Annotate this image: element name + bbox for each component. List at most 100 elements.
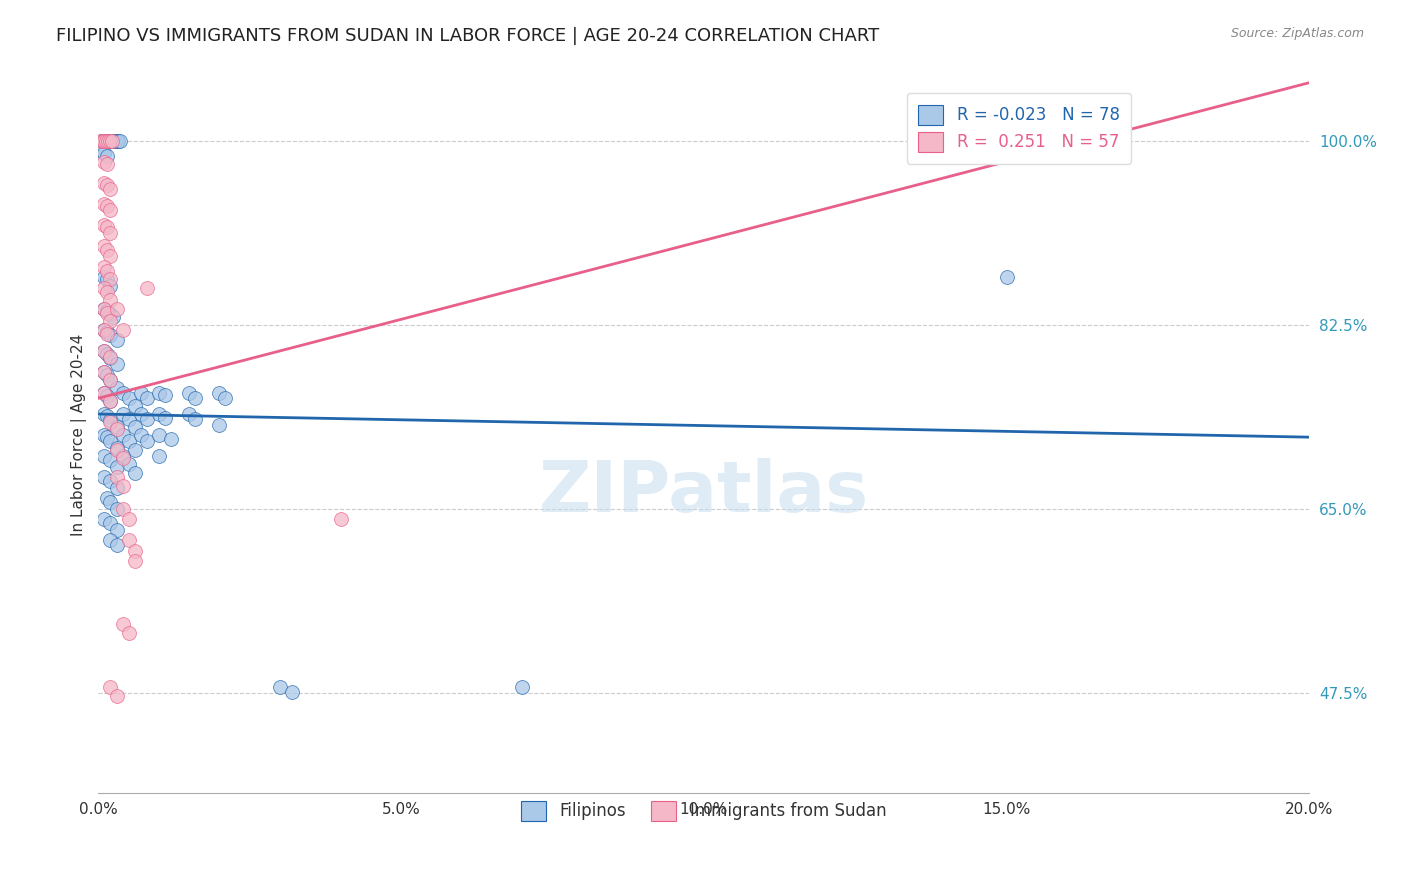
Point — [96, 409, 118, 423]
Point — [179, 386, 201, 401]
Point — [107, 134, 129, 148]
Point — [124, 399, 146, 413]
Point — [111, 428, 134, 442]
Point — [208, 386, 231, 401]
Point — [100, 293, 122, 308]
Point — [96, 389, 118, 403]
Point — [93, 323, 115, 337]
Point — [111, 617, 134, 632]
Point — [100, 434, 122, 449]
Point — [93, 343, 115, 358]
Point — [148, 449, 170, 463]
Point — [93, 270, 115, 285]
Point — [105, 459, 128, 474]
Point — [91, 134, 114, 148]
Point — [96, 327, 118, 342]
Point — [100, 373, 122, 387]
Point — [97, 134, 120, 148]
Point — [117, 533, 139, 548]
Point — [100, 182, 122, 196]
Point — [100, 495, 122, 509]
Point — [100, 202, 122, 217]
Point — [90, 134, 112, 148]
Point — [93, 449, 115, 463]
Point — [93, 407, 115, 421]
Point — [124, 442, 146, 457]
Point — [208, 417, 231, 432]
Point — [124, 543, 146, 558]
Point — [105, 334, 128, 348]
Point — [135, 281, 157, 295]
Point — [105, 134, 128, 148]
Point — [111, 449, 134, 463]
Point — [214, 391, 236, 405]
Point — [105, 501, 128, 516]
Point — [135, 434, 157, 449]
Point — [117, 625, 139, 640]
Point — [100, 328, 122, 343]
Point — [93, 154, 115, 169]
Point — [93, 365, 115, 379]
Point — [153, 411, 176, 425]
Point — [96, 199, 118, 213]
Point — [105, 470, 128, 484]
Point — [184, 412, 207, 426]
Point — [135, 391, 157, 405]
Point — [93, 323, 115, 337]
Point — [93, 386, 115, 401]
Point — [93, 134, 115, 148]
Point — [117, 512, 139, 526]
Point — [100, 373, 122, 387]
Point — [103, 310, 125, 325]
Point — [100, 134, 122, 148]
Point — [96, 149, 118, 163]
Point — [184, 391, 207, 405]
Point — [111, 501, 134, 516]
Point — [129, 428, 152, 442]
Point — [93, 146, 115, 161]
Point — [100, 533, 122, 548]
Point — [100, 134, 122, 148]
Point — [100, 413, 122, 427]
Point — [97, 134, 120, 148]
Point — [93, 176, 115, 190]
Point — [96, 285, 118, 299]
Point — [100, 475, 122, 489]
Point — [111, 478, 134, 492]
Point — [93, 301, 115, 316]
Point — [91, 134, 114, 148]
Point — [148, 428, 170, 442]
Point — [96, 178, 118, 192]
Point — [100, 516, 122, 531]
Text: Source: ZipAtlas.com: Source: ZipAtlas.com — [1230, 27, 1364, 40]
Point — [93, 281, 115, 295]
Point — [93, 196, 115, 211]
Point — [93, 301, 115, 316]
Text: FILIPINO VS IMMIGRANTS FROM SUDAN IN LABOR FORCE | AGE 20-24 CORRELATION CHART: FILIPINO VS IMMIGRANTS FROM SUDAN IN LAB… — [56, 27, 880, 45]
Point — [105, 357, 128, 371]
Point — [100, 307, 122, 321]
Point — [93, 343, 115, 358]
Y-axis label: In Labor Force | Age 20-24: In Labor Force | Age 20-24 — [72, 334, 87, 536]
Point — [100, 681, 122, 695]
Point — [93, 365, 115, 379]
Point — [105, 539, 128, 553]
Point — [100, 226, 122, 240]
Point — [96, 325, 118, 339]
Point — [148, 386, 170, 401]
Point — [100, 453, 122, 467]
Point — [93, 512, 115, 526]
Point — [105, 442, 128, 457]
Text: ZIPatlas: ZIPatlas — [538, 458, 869, 527]
Point — [93, 470, 115, 484]
Point — [96, 272, 118, 286]
Point — [111, 323, 134, 337]
Point — [117, 434, 139, 449]
Point — [105, 523, 128, 537]
Point — [93, 218, 115, 232]
Point — [105, 419, 128, 434]
Point — [124, 419, 146, 434]
Point — [510, 681, 533, 695]
Point — [995, 270, 1018, 285]
Point — [117, 412, 139, 426]
